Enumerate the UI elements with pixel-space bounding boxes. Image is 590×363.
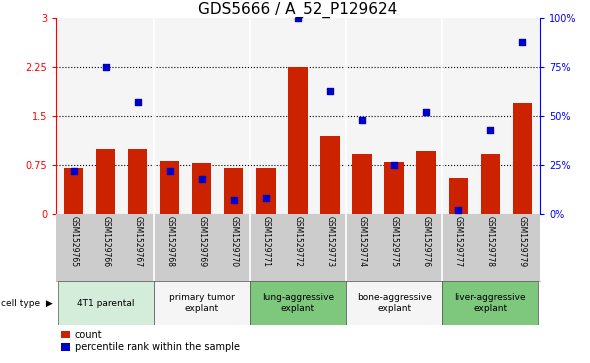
Point (133, 99, 142, 105)
Point (261, 196, 271, 201)
Text: GSM1529767: GSM1529767 (133, 216, 142, 267)
Bar (250, 281, 346, 325)
Bar (224, 168, 244, 214)
Point (421, 109, 431, 115)
Text: GSM1529771: GSM1529771 (261, 216, 270, 267)
Text: 4T1 parental: 4T1 parental (77, 299, 135, 307)
Text: GSM1529776: GSM1529776 (422, 216, 431, 267)
Bar (417, 151, 436, 214)
Text: GSM1529765: GSM1529765 (69, 216, 78, 267)
Point (69, 168, 78, 174)
Text: primary tumor
explant: primary tumor explant (169, 293, 235, 313)
Bar (96, 149, 115, 214)
Text: GSM1529775: GSM1529775 (389, 216, 399, 267)
Text: GSM1529772: GSM1529772 (293, 216, 303, 267)
Bar (385, 162, 404, 214)
Text: GSM1529770: GSM1529770 (230, 216, 238, 267)
Point (517, 39, 527, 45)
Bar (256, 168, 276, 214)
Bar (192, 163, 211, 214)
Bar (442, 281, 538, 325)
Bar (128, 149, 148, 214)
Point (165, 168, 175, 174)
Point (325, 88, 335, 94)
Point (293, 15, 303, 21)
Text: GSM1529768: GSM1529768 (165, 216, 174, 267)
Point (101, 64, 110, 70)
Text: GSM1529774: GSM1529774 (358, 216, 366, 267)
Point (389, 162, 399, 168)
Text: lung-aggressive
explant: lung-aggressive explant (262, 293, 334, 313)
Bar (160, 160, 179, 214)
Text: bone-aggressive
explant: bone-aggressive explant (356, 293, 431, 313)
Point (358, 117, 367, 123)
Bar (64, 168, 83, 214)
Bar (58, 281, 154, 325)
Point (229, 197, 238, 203)
Bar (481, 154, 500, 214)
Text: GSM1529779: GSM1529779 (518, 216, 527, 267)
Bar (154, 281, 250, 325)
Bar (513, 103, 532, 214)
Text: liver-aggressive
explant: liver-aggressive explant (454, 293, 526, 313)
Text: GSM1529778: GSM1529778 (486, 216, 494, 267)
Text: GSM1529773: GSM1529773 (326, 216, 335, 267)
Bar (352, 154, 372, 214)
Bar (346, 281, 442, 325)
Point (454, 207, 463, 213)
Title: GDS5666 / A_52_P129624: GDS5666 / A_52_P129624 (198, 2, 398, 18)
Legend: count, percentile rank within the sample: count, percentile rank within the sample (61, 330, 240, 352)
Text: cell type  ▶: cell type ▶ (1, 299, 53, 307)
Bar (320, 136, 340, 214)
Text: GSM1529769: GSM1529769 (197, 216, 206, 267)
Point (486, 127, 495, 133)
Bar (448, 178, 468, 214)
Bar (289, 67, 307, 214)
Point (197, 176, 206, 182)
Text: GSM1529766: GSM1529766 (101, 216, 110, 267)
Text: GSM1529777: GSM1529777 (454, 216, 463, 267)
